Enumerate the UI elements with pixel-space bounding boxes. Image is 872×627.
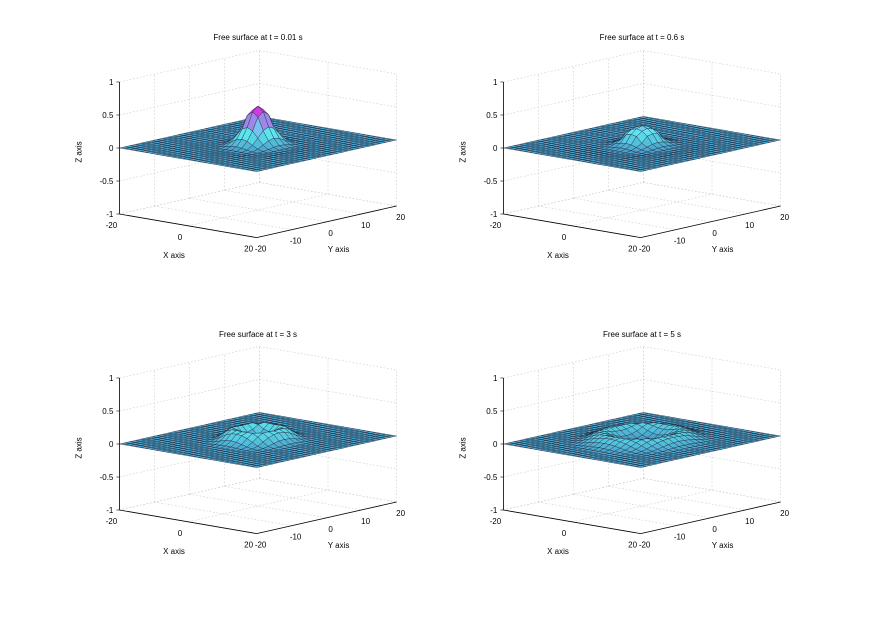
z-axis-label: Z axis [74, 437, 83, 458]
y-axis-label: Y axis [328, 541, 350, 550]
x-tick-label: 0 [562, 529, 567, 538]
y-tick-label: -20 [639, 245, 651, 254]
z-tick-label: -1 [490, 506, 498, 515]
z-tick-label: 0.5 [486, 111, 498, 120]
x-tick-label: -20 [490, 221, 502, 230]
x-tick-label: 20 [628, 245, 637, 254]
y-tick-label: -20 [255, 541, 267, 550]
x-axis-label: X axis [163, 251, 185, 260]
z-tick-label: 1 [493, 374, 498, 383]
y-tick-label: 20 [780, 509, 789, 518]
surface [503, 412, 781, 468]
z-tick-label: -0.5 [484, 473, 498, 482]
y-tick-label: 0 [712, 525, 717, 534]
surface-patch [635, 169, 647, 172]
y-tick-label: 20 [396, 213, 405, 222]
z-tick-label: -1 [106, 210, 114, 219]
y-tick-label: -10 [290, 533, 302, 542]
y-tick-label: 20 [780, 213, 789, 222]
y-tick-label: 10 [745, 517, 754, 526]
y-axis-line [640, 501, 781, 534]
z-tick-label: 0 [493, 440, 498, 449]
z-tick-label: -1 [490, 210, 498, 219]
y-tick-label: 20 [396, 509, 405, 518]
z-tick-label: 0 [109, 144, 114, 153]
y-axis-label: Y axis [712, 541, 734, 550]
x-tick-label: 0 [178, 529, 183, 538]
surface [503, 116, 781, 172]
z-tick-label: 0.5 [102, 111, 114, 120]
y-tick-label: 10 [361, 517, 370, 526]
y-axis-line [640, 205, 781, 238]
surface-patch [251, 169, 263, 172]
z-tick-label: -0.5 [100, 177, 114, 186]
x-tick-label: -20 [490, 517, 502, 526]
surface-patch [251, 465, 263, 468]
z-tick-label: 0 [109, 440, 114, 449]
x-axis-line [119, 509, 257, 534]
z-tick-label: 0.5 [102, 407, 114, 416]
plot-title: Free surface at t = 0.6 s [600, 33, 685, 42]
x-tick-label: 20 [244, 245, 253, 254]
x-axis-label: X axis [547, 547, 569, 556]
z-axis-label: Z axis [458, 437, 467, 458]
y-tick-label: 0 [328, 525, 333, 534]
y-tick-label: -10 [290, 237, 302, 246]
x-axis-label: X axis [163, 547, 185, 556]
x-tick-label: 20 [244, 541, 253, 550]
y-tick-label: 0 [712, 229, 717, 238]
y-axis-label: Y axis [328, 245, 350, 254]
x-axis-line [119, 213, 257, 238]
x-tick-label: 0 [562, 233, 567, 242]
z-tick-label: 1 [109, 78, 114, 87]
x-tick-label: 0 [178, 233, 183, 242]
z-tick-label: 1 [109, 374, 114, 383]
y-tick-label: -10 [674, 237, 686, 246]
z-tick-label: 1 [493, 78, 498, 87]
y-tick-label: -20 [255, 245, 267, 254]
plot-title: Free surface at t = 3 s [219, 330, 297, 339]
surface [119, 412, 397, 468]
z-tick-label: -1 [106, 506, 114, 515]
z-tick-label: -0.5 [484, 177, 498, 186]
x-axis-label: X axis [547, 251, 569, 260]
z-axis-label: Z axis [74, 141, 83, 162]
x-axis-line [503, 509, 641, 534]
y-tick-label: 10 [745, 221, 754, 230]
x-axis-line [503, 213, 641, 238]
y-tick-label: 0 [328, 229, 333, 238]
y-axis-line [256, 205, 397, 238]
surface [119, 105, 397, 172]
z-tick-label: 0 [493, 144, 498, 153]
surface-patch [635, 465, 647, 468]
z-tick-label: -0.5 [100, 473, 114, 482]
z-tick-label: 0.5 [486, 407, 498, 416]
y-tick-label: -10 [674, 533, 686, 542]
x-tick-label: -20 [106, 517, 118, 526]
z-axis-label: Z axis [458, 141, 467, 162]
plot-title: Free surface at t = 0.01 s [213, 33, 302, 42]
x-tick-label: 20 [628, 541, 637, 550]
y-tick-label: -20 [639, 541, 651, 550]
y-tick-label: 10 [361, 221, 370, 230]
y-axis-line [256, 501, 397, 534]
x-tick-label: -20 [106, 221, 118, 230]
plot-title: Free surface at t = 5 s [603, 330, 681, 339]
y-axis-label: Y axis [712, 245, 734, 254]
